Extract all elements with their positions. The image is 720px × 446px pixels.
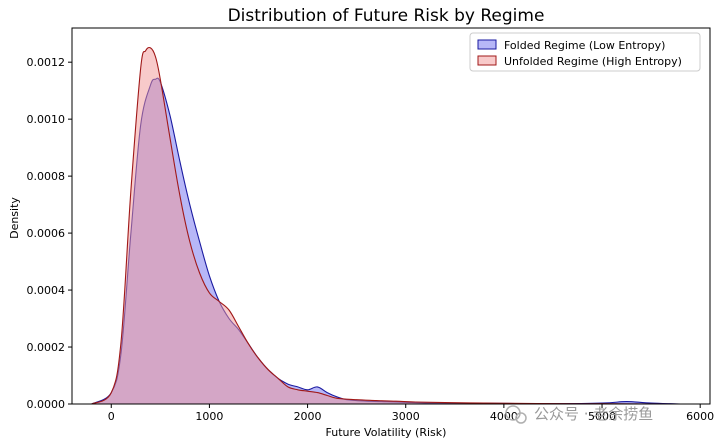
plot-frame xyxy=(71,27,711,405)
y-tick-label: 0.0010 xyxy=(27,113,66,126)
x-tick-label: 5000 xyxy=(588,410,616,423)
axis-ticks: 0 1000 2000 3000 4000 5000 6000 0.0000 0.0002 0.0… xyxy=(27,56,715,423)
y-tick-label: 0.0006 xyxy=(27,227,66,240)
legend: Folded Regime (Low Entropy) Unfolded Regi… xyxy=(469,32,701,72)
x-axis-label: Future Volatility (Risk) xyxy=(326,426,447,439)
y-tick-label: 0.0008 xyxy=(27,170,66,183)
y-tick-label: 0.0012 xyxy=(27,56,66,69)
legend-swatch-1 xyxy=(477,39,497,50)
y-tick-label: 0.0000 xyxy=(27,398,66,411)
series-2-area xyxy=(91,47,681,404)
x-tick-label: 2000 xyxy=(294,410,322,423)
x-tick-label: 4000 xyxy=(490,410,518,423)
legend-label-1: Folded Regime (Low Entropy) xyxy=(504,39,665,52)
x-tick-label: 6000 xyxy=(686,410,714,423)
watermark-text: 公众号 · 老余捞鱼 xyxy=(534,405,653,423)
y-axis-label: Density xyxy=(8,197,21,239)
x-tick-label: 3000 xyxy=(392,410,420,423)
y-tick-label: 0.0004 xyxy=(27,284,66,297)
x-tick-label: 0 xyxy=(108,410,115,423)
y-tick-label: 0.0002 xyxy=(27,341,66,354)
legend-swatch-2 xyxy=(477,55,497,66)
series-2-line xyxy=(91,46,681,405)
plot-areas xyxy=(91,46,681,405)
watermark: 公众号 · 老余捞鱼 xyxy=(505,405,653,424)
legend-label-2: Unfolded Regime (High Entropy) xyxy=(504,55,682,68)
legend-box xyxy=(469,32,701,72)
chart-title: Distribution of Future Risk by Regime xyxy=(228,6,545,26)
x-tick-label: 1000 xyxy=(195,410,223,423)
wechat-icon-dot xyxy=(515,412,527,424)
